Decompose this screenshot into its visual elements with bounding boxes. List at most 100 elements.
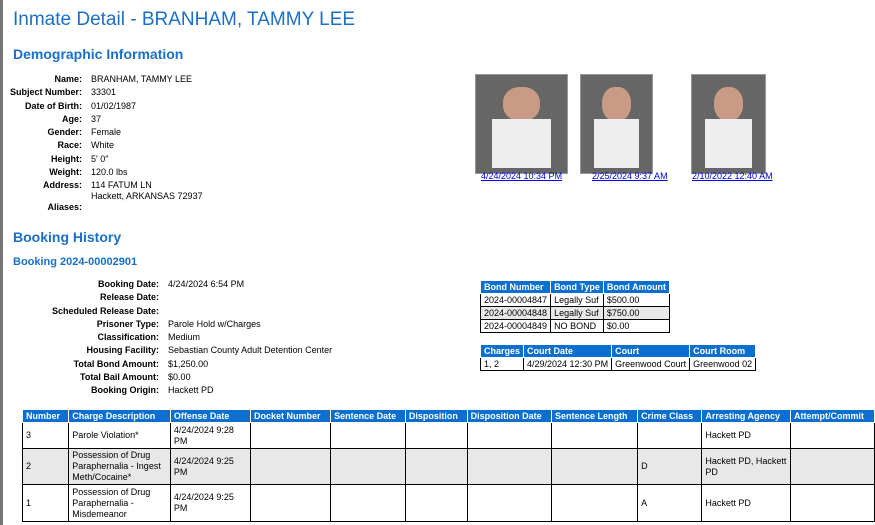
column-header: Court Date <box>523 344 613 358</box>
field-value: Female <box>91 127 122 138</box>
field-label: Booking Date: <box>98 279 160 289</box>
table-cell <box>550 422 639 449</box>
table-cell: Greenwood 02 <box>689 357 757 371</box>
table-cell: 2024-00004847 <box>479 293 552 307</box>
column-header: Attempt/Commit <box>790 409 875 423</box>
mugshot-photo[interactable] <box>691 74 766 174</box>
column-header: Crime Class <box>637 409 703 423</box>
field-value: Medium <box>168 332 201 343</box>
demographic-heading: Demographic Information <box>13 46 184 62</box>
table-cell: 1 <box>21 484 70 522</box>
field-label: Gender: <box>47 127 83 138</box>
column-header: Number <box>21 409 70 423</box>
field-value: 120.0 lbs <box>91 167 128 178</box>
mugshot-photo[interactable] <box>475 74 568 174</box>
demographic-table: Name: BRANHAM, TAMMY LEE Subject Number: 33… <box>10 74 203 216</box>
table-cell: 4/24/2024 9:25 PM <box>169 448 252 485</box>
table-cell: Hackett PD, Hackett PD <box>701 448 792 485</box>
table-cell <box>790 422 875 449</box>
field-label: Race: <box>57 140 83 151</box>
table-row: 1, 2 4/29/2024 12:30 PM Greenwood Court Gre… <box>479 357 757 371</box>
table-cell <box>330 484 406 522</box>
table-cell: 1, 2 <box>479 357 525 371</box>
table-cell: 2024-00004848 <box>479 306 552 320</box>
table-cell: Possession of Drug Paraphernalia - Misde… <box>68 484 171 522</box>
field-value: $1,250.00 <box>168 358 209 369</box>
field-label: Total Bond Amount: <box>73 358 160 369</box>
field-row: Release Date: <box>52 292 332 305</box>
field-row: Housing Facility: Sebastian County Adult … <box>52 345 333 358</box>
field-value <box>91 202 203 215</box>
table-cell <box>250 484 332 522</box>
column-header: Docket Number <box>250 409 332 423</box>
table-cell: $500.00 <box>602 293 671 307</box>
table-row: 2024-00004847 Legally Suf $500.00 <box>479 293 671 307</box>
table-row: 1 Possession of Drug Paraphernalia - Misd… <box>21 484 875 522</box>
field-label: Classification: <box>97 332 160 343</box>
field-label: Housing Facility: <box>86 345 160 356</box>
window-left-border <box>0 0 3 525</box>
field-label: Height: <box>51 153 83 164</box>
field-label: Address: <box>43 180 83 191</box>
field-value <box>168 306 332 319</box>
page-title: Inmate Detail - BRANHAM, TAMMY LEE <box>13 9 356 30</box>
field-row: Height: 5' 0" <box>10 154 203 167</box>
table-cell: 4/24/2024 9:25 PM <box>169 484 252 522</box>
field-row: Date of Birth: 01/02/1987 <box>10 101 203 114</box>
column-header: Charge Description <box>68 409 171 423</box>
table-cell: Legally Suf <box>550 293 604 307</box>
field-label: Subject Number: <box>10 87 83 98</box>
field-value: BRANHAM, TAMMY LEE <box>91 74 193 84</box>
column-header: Bond Amount <box>602 280 671 294</box>
field-row: Age: 37 <box>10 114 203 127</box>
table-cell: 4/24/2024 9:28 PM <box>169 422 252 449</box>
field-row: Gender: Female <box>10 127 203 140</box>
table-cell: 3 <box>21 422 70 449</box>
booking-table: Booking Date: 4/24/2024 6:54 PM Release Da… <box>52 279 332 399</box>
table-cell: 4/29/2024 12:30 PM <box>523 357 613 371</box>
field-value: 4/24/2024 6:54 PM <box>168 279 245 289</box>
table-cell: Hackett PD <box>701 484 792 522</box>
table-row: 3 Parole Violation* 4/24/2024 9:28 PM Hacke… <box>21 422 875 449</box>
field-row: Prisoner Type: Parole Hold w/Charges <box>52 319 332 332</box>
column-header: Bond Type <box>550 280 604 294</box>
column-header: Charges <box>479 344 525 358</box>
field-value: White <box>91 140 115 151</box>
field-row: Aliases: <box>10 202 203 215</box>
field-row: Total Bond Amount: $1,250.00 <box>52 359 332 372</box>
photo-date-link[interactable]: 2/10/2022 12:40 AM <box>692 171 773 181</box>
field-row: Race: White <box>10 140 203 153</box>
table-cell <box>404 422 468 449</box>
table-cell: 2024-00004849 <box>479 319 552 333</box>
table-cell: 2 <box>21 448 70 485</box>
table-cell: $0.00 <box>602 319 671 333</box>
column-header: Disposition <box>404 409 468 423</box>
table-cell: A <box>637 484 703 522</box>
table-cell: Possession of Drug Paraphernalia - Inges… <box>68 448 171 485</box>
column-header: Sentence Length <box>550 409 639 423</box>
field-label: Booking Origin: <box>91 385 160 396</box>
table-cell <box>466 484 553 522</box>
table-cell <box>250 422 332 449</box>
table-cell <box>466 448 553 485</box>
field-label: Release Date: <box>100 292 160 303</box>
photo-date-link[interactable]: 2/25/2024 9:37 AM <box>592 171 668 181</box>
column-header: Arresting Agency <box>701 409 792 423</box>
field-label: Scheduled Release Date: <box>52 305 160 316</box>
column-header: Offense Date <box>169 409 252 423</box>
table-row: 2 Possession of Drug Paraphernalia - Inge… <box>21 448 875 485</box>
table-cell <box>330 422 406 449</box>
table-cell: D <box>637 448 703 485</box>
column-header: Court <box>611 344 691 358</box>
table-cell <box>637 422 703 449</box>
photo-date-link[interactable]: 4/24/2024 10:34 PM <box>481 171 563 181</box>
bond-table: Bond Number Bond Type Bond Amount 2024-0000… <box>479 280 671 333</box>
mugshot-photo[interactable] <box>580 74 653 174</box>
table-cell <box>790 484 875 522</box>
field-row: Booking Origin: Hackett PD <box>52 385 332 398</box>
field-row: Booking Date: 4/24/2024 6:54 PM <box>52 279 332 292</box>
field-row: Scheduled Release Date: <box>52 306 332 319</box>
field-value: Sebastian County Adult Detention Center <box>168 345 333 356</box>
field-label: Age: <box>62 113 83 124</box>
table-cell <box>550 484 639 522</box>
